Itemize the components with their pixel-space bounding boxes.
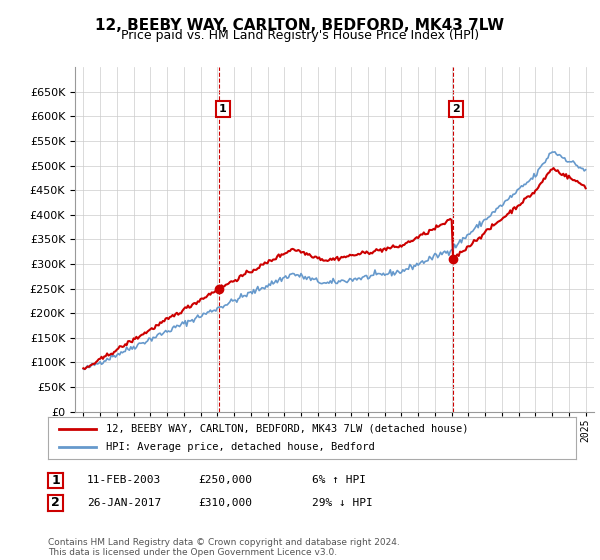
Text: 26-JAN-2017: 26-JAN-2017 [87, 498, 161, 508]
Text: 1: 1 [219, 104, 227, 114]
Text: HPI: Average price, detached house, Bedford: HPI: Average price, detached house, Bedf… [106, 442, 375, 452]
Text: 2: 2 [51, 496, 60, 510]
Text: 2: 2 [452, 104, 460, 114]
Text: 11-FEB-2003: 11-FEB-2003 [87, 475, 161, 486]
Text: 1: 1 [51, 474, 60, 487]
Text: 29% ↓ HPI: 29% ↓ HPI [312, 498, 373, 508]
Text: 12, BEEBY WAY, CARLTON, BEDFORD, MK43 7LW (detached house): 12, BEEBY WAY, CARLTON, BEDFORD, MK43 7L… [106, 423, 469, 433]
Text: 12, BEEBY WAY, CARLTON, BEDFORD, MK43 7LW: 12, BEEBY WAY, CARLTON, BEDFORD, MK43 7L… [95, 18, 505, 33]
Text: £310,000: £310,000 [198, 498, 252, 508]
Text: Price paid vs. HM Land Registry's House Price Index (HPI): Price paid vs. HM Land Registry's House … [121, 29, 479, 42]
Text: 6% ↑ HPI: 6% ↑ HPI [312, 475, 366, 486]
Text: £250,000: £250,000 [198, 475, 252, 486]
Text: Contains HM Land Registry data © Crown copyright and database right 2024.
This d: Contains HM Land Registry data © Crown c… [48, 538, 400, 557]
